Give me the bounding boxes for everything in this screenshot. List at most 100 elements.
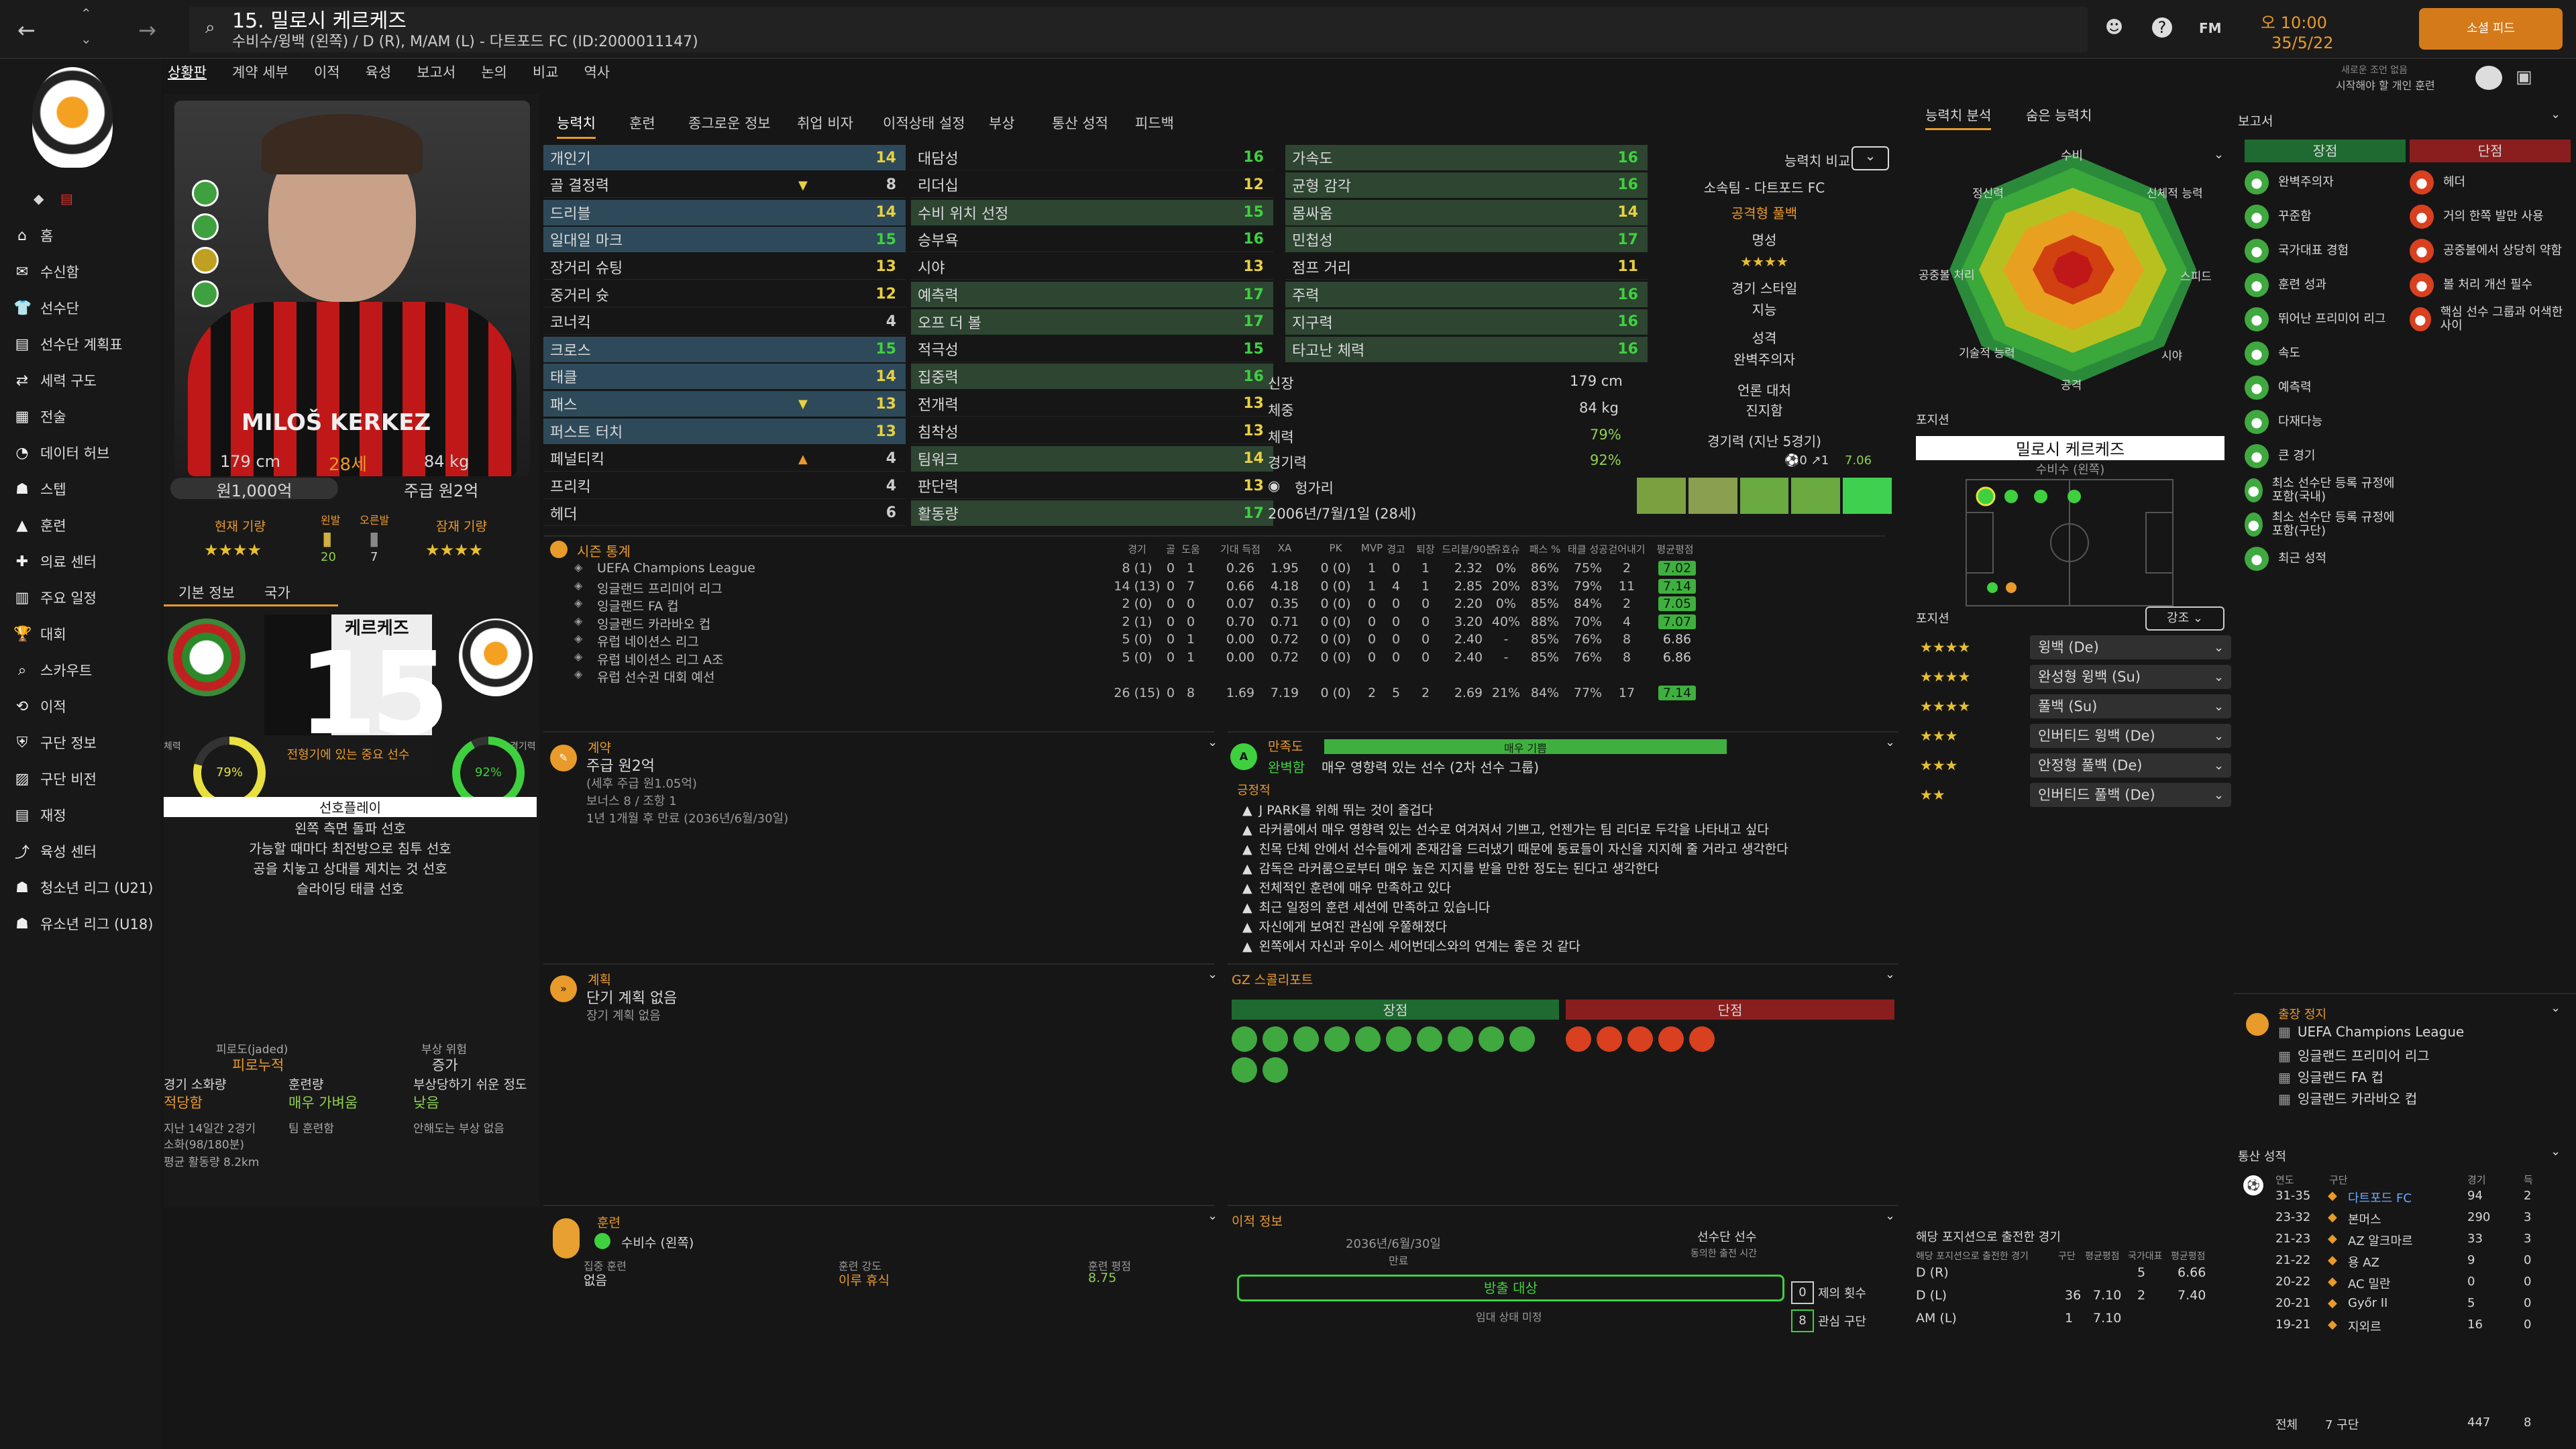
attribute-row[interactable]: 프리킥 4	[543, 474, 906, 499]
nation-flag-icon[interactable]: ▤	[60, 191, 73, 207]
competition-name[interactable]: 유럽 네이션스 리그	[597, 635, 699, 649]
attribute-row[interactable]: 패스 13	[543, 391, 906, 417]
chevron-down-icon[interactable]: ⌄	[1208, 1209, 1218, 1223]
role-select[interactable]: 안정형 풀백 (De)	[2030, 753, 2231, 777]
tab-nation[interactable]: 국가	[264, 585, 290, 601]
subnav-reports[interactable]: 보고서	[417, 64, 456, 80]
club-crest[interactable]	[32, 67, 113, 168]
attribute-row[interactable]: 코너킥 4	[543, 309, 906, 335]
down-icon[interactable]: ⌄	[80, 31, 92, 47]
competition-name[interactable]: 잉글랜드 FA 컵	[597, 599, 679, 614]
sidebar-item-squad[interactable]: 👕 선수단	[13, 299, 79, 317]
tab-injuries[interactable]: 부상	[989, 115, 1015, 131]
chevron-down-icon[interactable]: ⌄	[2551, 1144, 2561, 1159]
attribute-row[interactable]: 주력 16	[1285, 282, 1648, 307]
report-pro-item[interactable]: ● 큰 경기	[2245, 441, 2406, 471]
tab-feedback[interactable]: 피드백	[1135, 115, 1174, 131]
happiness-title[interactable]: 만족도	[1268, 739, 1303, 754]
role-select[interactable]: 완성형 윙백 (Su)	[2030, 665, 2231, 689]
chevron-down-icon[interactable]: ⌄	[2214, 640, 2224, 655]
role-select[interactable]: 인버티드 풀백 (De)	[2030, 783, 2231, 807]
attribute-row[interactable]: 장거리 슈팅 13	[543, 254, 906, 280]
sidebar-item-tactics[interactable]: ▦ 전술	[0, 398, 161, 435]
forward-icon[interactable]: →	[138, 17, 156, 43]
scout-strength-icon[interactable]	[1232, 1026, 1257, 1052]
attribute-row[interactable]: 퍼스트 터치 13	[543, 419, 906, 444]
scout-strength-icon[interactable]	[1479, 1026, 1504, 1052]
attribute-row[interactable]: 활동량 17	[911, 500, 1273, 527]
sidebar-item-finances[interactable]: ▤ 재정	[0, 797, 161, 833]
roles-highlight-dropdown[interactable]: 강조 ⌄	[2145, 606, 2224, 631]
subnav-history[interactable]: 역사	[584, 64, 610, 80]
role-row[interactable]: ★★★★ 완성형 윙백 (Su) ⌄	[1916, 664, 2231, 690]
scout-weakness-icon[interactable]	[1627, 1026, 1653, 1052]
fm-icon[interactable]: FM	[2199, 20, 2222, 36]
attribute-row[interactable]: 집중력 16	[911, 364, 1273, 390]
up-icon[interactable]: ⌃	[80, 5, 92, 21]
attribute-row[interactable]: 골 결정력 8	[543, 172, 906, 198]
subnav-development[interactable]: 육성	[365, 64, 392, 80]
chevron-down-icon[interactable]: ⌄	[2214, 148, 2224, 162]
attribute-row[interactable]: 민첩성 17	[1285, 227, 1648, 253]
chevron-down-icon[interactable]: ⌄	[2214, 699, 2224, 714]
scout-strength-icon[interactable]	[1386, 1026, 1411, 1052]
suspension-item[interactable]: ▦ UEFA Champions League	[2278, 1024, 2560, 1045]
chevron-down-icon[interactable]: ⌄	[1208, 967, 1218, 981]
sidebar-item-transfers[interactable]: ⟲ 이적	[0, 688, 161, 724]
notice-2[interactable]: 시작해야 할 개인 훈련	[2336, 79, 2435, 92]
chevron-down-icon[interactable]: ⌄	[2214, 729, 2224, 743]
manager-avatar[interactable]	[2475, 66, 2502, 90]
continue-button[interactable]: 소셜 피드	[2419, 8, 2563, 50]
scout-strength-icon[interactable]	[1509, 1026, 1535, 1052]
suspension-title[interactable]: 출장 정지	[2278, 1008, 2326, 1022]
sidebar-item-dev-centre[interactable]: ⤴ 육성 센터	[0, 833, 161, 869]
role-badge-3[interactable]	[192, 247, 219, 274]
report-pro-item[interactable]: ● 예측력	[2245, 373, 2406, 402]
sidebar-item-schedule[interactable]: ▥ 주요 일정	[0, 580, 161, 616]
attribute-row[interactable]: 리더십 12	[911, 172, 1273, 198]
subnav-overview[interactable]: 상황판	[168, 64, 207, 80]
tab-homegrown[interactable]: 종그로운 정보	[688, 115, 771, 131]
attribute-row[interactable]: 전개력 13	[911, 391, 1273, 417]
sidebar-item-u21[interactable]: ☗ 청소년 리그 (U21)	[0, 869, 161, 906]
chevron-down-icon[interactable]: ⌄	[1208, 735, 1218, 749]
sidebar-item-club-vision[interactable]: ▨ 구단 비전	[0, 761, 161, 797]
chevron-down-icon[interactable]: ⌄	[2551, 107, 2561, 121]
help-icon[interactable]: ?	[2152, 17, 2172, 38]
tab-training[interactable]: 훈련	[629, 115, 655, 131]
tab-attributes[interactable]: 능력치	[557, 113, 596, 139]
attribute-row[interactable]: 몸싸움 14	[1285, 199, 1648, 225]
search-icon[interactable]: ⌕	[205, 17, 215, 38]
role-row[interactable]: ★★★★ 풀백 (Su) ⌄	[1916, 694, 2231, 719]
career-club[interactable]: Győr II	[2348, 1296, 2388, 1310]
bug-icon[interactable]: ☻	[2105, 17, 2124, 38]
report-pro-item[interactable]: ● 속도	[2245, 339, 2406, 368]
attribute-row[interactable]: 침착성 13	[911, 419, 1273, 444]
report-con-item[interactable]: ● 볼 처리 개선 필수	[2410, 270, 2571, 300]
report-pro-item[interactable]: ● 뛰어난 프리미어 리그	[2245, 305, 2406, 334]
role-badge-4[interactable]	[192, 280, 219, 307]
sidebar-item-inbox[interactable]: ✉ 수신함	[0, 254, 161, 290]
attribute-row[interactable]: 오프 더 볼 17	[911, 309, 1273, 335]
sidebar-item-squad-planner[interactable]: ▤ 선수단 계획표	[0, 326, 161, 362]
attribute-row[interactable]: 팀워크 14	[911, 445, 1273, 472]
report-con-item[interactable]: ● 공중볼에서 상당히 약함	[2410, 236, 2571, 266]
subnav-compare[interactable]: 비교	[532, 64, 559, 80]
season-title[interactable]: 시즌 통계	[577, 543, 631, 559]
career-club[interactable]: 본머스	[2348, 1213, 2381, 1227]
tab-basic-info[interactable]: 기본 정보	[164, 580, 338, 606]
subnav-discuss[interactable]: 논의	[481, 64, 507, 80]
sidebar-item-data-hub[interactable]: ◔ 데이터 허브	[0, 435, 161, 471]
report-pro-item[interactable]: ● 국가대표 경험	[2245, 236, 2406, 266]
contract-title[interactable]: 계약	[588, 741, 611, 755]
scout-strength-icon[interactable]	[1355, 1026, 1381, 1052]
club-crest-small[interactable]	[459, 619, 533, 696]
attribute-row[interactable]: 개인기 14	[543, 145, 906, 170]
attribute-row[interactable]: 중거리 슛 12	[543, 282, 906, 307]
nation-crest[interactable]	[168, 619, 246, 696]
scout-weakness-icon[interactable]	[1689, 1026, 1715, 1052]
scout-weakness-icon[interactable]	[1597, 1026, 1622, 1052]
attribute-row[interactable]: 승부욕 16	[911, 227, 1273, 253]
attribute-row[interactable]: 점프 거리 11	[1285, 254, 1648, 280]
role-badge-2[interactable]	[192, 213, 219, 240]
